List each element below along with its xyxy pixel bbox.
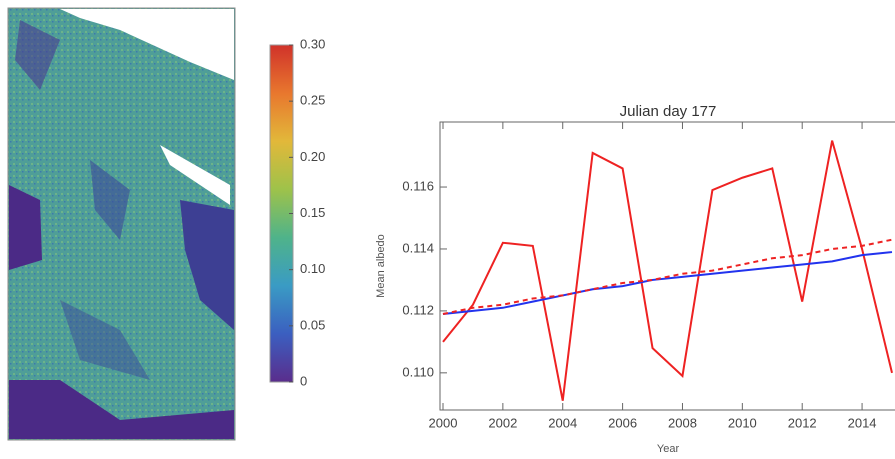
- tick-label: 0.20: [300, 149, 325, 164]
- line-chart: Julian day 177 Year Mean albedo 0.110 0.112 0…: [375, 103, 895, 455]
- series-line: [442, 140, 893, 401]
- x-tick-label: 2004: [548, 415, 577, 430]
- tick-label: 0.25: [300, 93, 325, 108]
- x-tick-label: 2008: [668, 415, 697, 430]
- y-tick-label: 0.116: [402, 178, 434, 193]
- x-tick-label: 2006: [608, 415, 637, 430]
- y-axis-label: Mean albedo: [375, 234, 387, 298]
- x-axis-label: Year: [657, 443, 680, 455]
- series-line: [442, 238, 893, 315]
- colorbar: 0 0.05 0.10 0.15 0.20 0.25 0.30: [269, 36, 325, 388]
- y-tick-label: 0.110: [402, 364, 434, 379]
- y-tick-label: 0.114: [402, 240, 434, 255]
- x-tick-label: 2010: [728, 415, 757, 430]
- satellite-map: [7, 7, 236, 441]
- x-tick-label: 2012: [788, 415, 817, 430]
- series-line: [442, 251, 893, 315]
- x-tick-label: 2002: [488, 415, 517, 430]
- tick-label: 0: [300, 373, 307, 388]
- chart-title: Julian day 177: [620, 103, 717, 120]
- tick-label: 0.30: [300, 36, 325, 51]
- y-tick-label: 0.112: [402, 302, 434, 317]
- x-tick-label: 2000: [429, 415, 458, 430]
- tick-label: 0.15: [300, 205, 325, 220]
- x-tick-label: 2014: [848, 415, 877, 430]
- tick-label: 0.10: [300, 261, 325, 276]
- plot-frame: [439, 121, 895, 411]
- tick-label: 0.05: [300, 317, 325, 332]
